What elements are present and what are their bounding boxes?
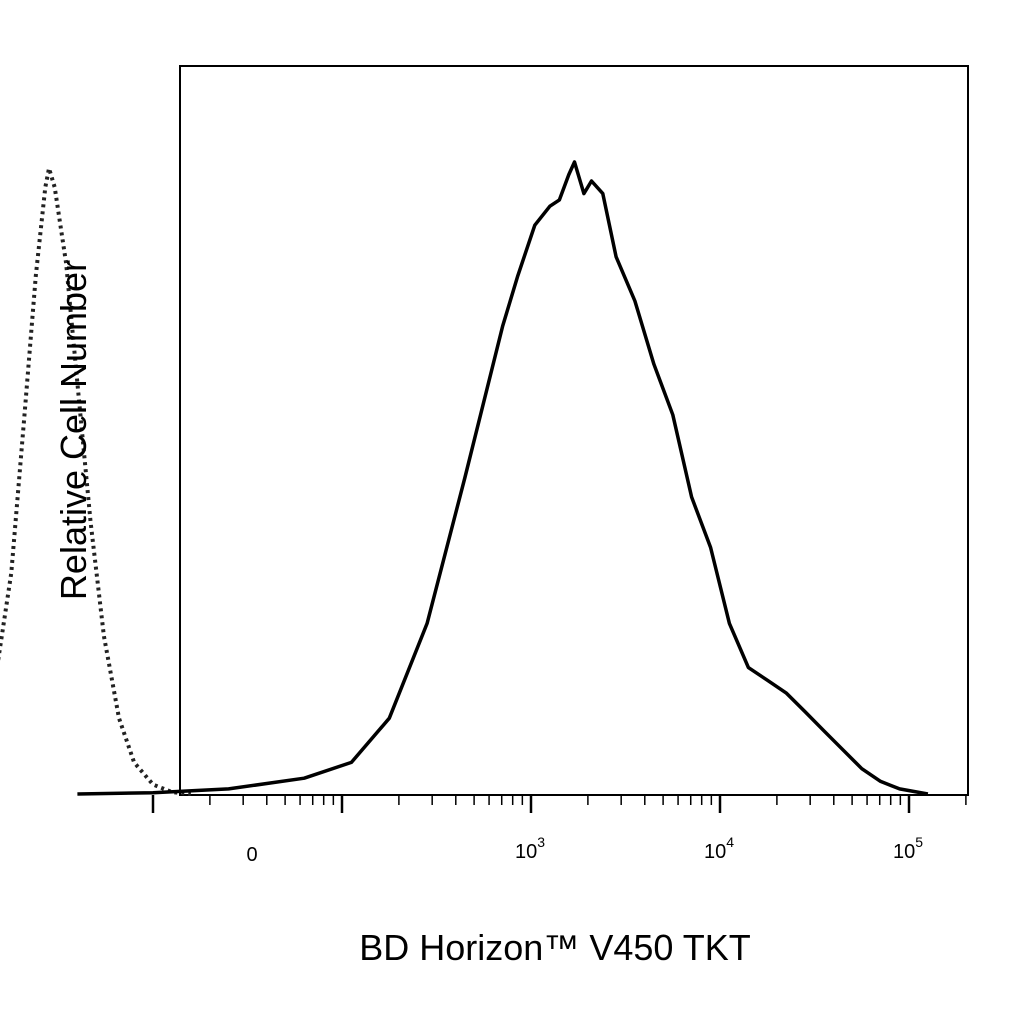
series-layer	[0, 160, 929, 796]
x-axis-label: BD Horizon™ V450 TKT	[359, 927, 750, 968]
plot-frame	[179, 65, 969, 796]
x-tick-label-10000: 104	[704, 834, 734, 863]
x-tick-label-0: 0	[246, 844, 257, 866]
x-tick-label-1000: 103	[515, 834, 545, 863]
x-minor-ticks	[209, 795, 967, 805]
y-axis-label: Relative Cell Number	[53, 260, 94, 600]
control-histogram-line	[0, 166, 192, 796]
x-major-ticks	[151, 795, 911, 813]
x-tick-label-100000: 105	[893, 834, 923, 863]
stained-histogram-line	[77, 160, 929, 796]
